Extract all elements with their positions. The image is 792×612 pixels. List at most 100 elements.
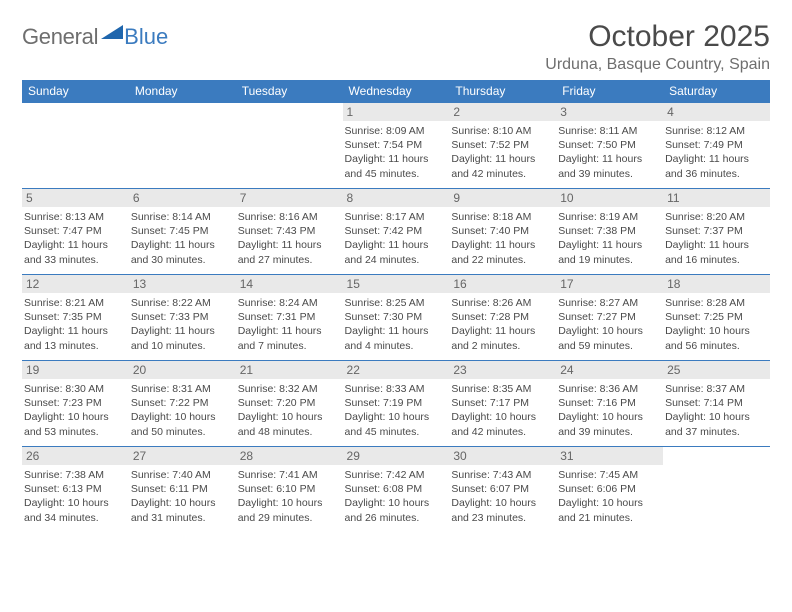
calendar-cell: 15Sunrise: 8:25 AMSunset: 7:30 PMDayligh… [343,275,450,361]
calendar-cell: 19 Sunrise: 8:30 AMSunset: 7:23 PMDayligh… [22,361,129,447]
day-number: 18 [663,275,770,293]
weekday-header: Wednesday [343,80,450,103]
calendar-week: 5Sunrise: 8:13 AMSunset: 7:47 PMDaylight… [22,189,770,275]
day-info: Sunrise: 8:32 AMSunset: 7:20 PMDaylight:… [238,382,339,439]
day-number: 24 [556,361,663,379]
calendar-cell: 7Sunrise: 8:16 AMSunset: 7:43 PMDaylight… [236,189,343,275]
day-info: Sunrise: 8:17 AMSunset: 7:42 PMDaylight:… [345,210,446,267]
day-info: Sunrise: 8:24 AMSunset: 7:31 PMDaylight:… [238,296,339,353]
calendar-cell: 4Sunrise: 8:12 AMSunset: 7:49 PMDaylight… [663,103,770,189]
month-title: October 2025 [545,20,770,54]
brand-part2: Blue [124,24,168,50]
day-number: 15 [343,275,450,293]
day-number: 22 [343,361,450,379]
calendar-cell: 31 Sunrise: 7:45 AMSunset: 6:06 PMDayligh… [556,447,663,533]
day-number: 29 [343,447,450,465]
calendar-week: 1 Sunrise: 8:09 AMSunset: 7:54 PMDaylight… [22,103,770,189]
calendar-table: SundayMondayTuesdayWednesdayThursdayFrid… [22,80,770,533]
brand-triangle-icon [101,25,123,39]
day-number: 25 [663,361,770,379]
calendar-cell: 3 Sunrise: 8:11 AMSunset: 7:50 PMDaylight… [556,103,663,189]
day-info: Sunrise: 8:13 AMSunset: 7:47 PMDaylight:… [24,210,125,267]
day-info: Sunrise: 8:30 AMSunset: 7:23 PMDaylight:… [24,382,125,439]
day-number: 6 [129,189,236,207]
day-info: Sunrise: 8:37 AMSunset: 7:14 PMDaylight:… [665,382,766,439]
calendar-cell: 24 Sunrise: 8:36 AMSunset: 7:16 PMDayligh… [556,361,663,447]
day-info: Sunrise: 8:19 AMSunset: 7:38 PMDaylight:… [558,210,659,267]
calendar-cell [129,103,236,189]
brand-logo: General Blue [22,24,168,50]
day-info: Sunrise: 8:27 AMSunset: 7:27 PMDaylight:… [558,296,659,353]
day-info: Sunrise: 7:38 AMSunset: 6:13 PMDaylight:… [24,468,125,525]
day-info: Sunrise: 8:10 AMSunset: 7:52 PMDaylight:… [451,124,552,181]
day-number: 31 [556,447,663,465]
calendar-cell: 22 Sunrise: 8:33 AMSunset: 7:19 PMDayligh… [343,361,450,447]
calendar-cell: 30 Sunrise: 7:43 AMSunset: 6:07 PMDayligh… [449,447,556,533]
weekday-header: Tuesday [236,80,343,103]
day-number: 19 [22,361,129,379]
calendar-cell: 10 Sunrise: 8:19 AMSunset: 7:38 PMDayligh… [556,189,663,275]
day-info: Sunrise: 8:22 AMSunset: 7:33 PMDaylight:… [131,296,232,353]
day-info: Sunrise: 7:43 AMSunset: 6:07 PMDaylight:… [451,468,552,525]
day-info: Sunrise: 8:20 AMSunset: 7:37 PMDaylight:… [665,210,766,267]
calendar-cell: 21 Sunrise: 8:32 AMSunset: 7:20 PMDayligh… [236,361,343,447]
calendar-cell [663,447,770,533]
day-number: 21 [236,361,343,379]
day-number: 16 [449,275,556,293]
weekday-header: Saturday [663,80,770,103]
day-number: 23 [449,361,556,379]
calendar-week: 26 Sunrise: 7:38 AMSunset: 6:13 PMDayligh… [22,447,770,533]
calendar-cell: 28Sunrise: 7:41 AMSunset: 6:10 PMDayligh… [236,447,343,533]
calendar-week: 19 Sunrise: 8:30 AMSunset: 7:23 PMDayligh… [22,361,770,447]
day-number: 14 [236,275,343,293]
calendar-cell: 26 Sunrise: 7:38 AMSunset: 6:13 PMDayligh… [22,447,129,533]
calendar-cell: 23Sunrise: 8:35 AMSunset: 7:17 PMDayligh… [449,361,556,447]
calendar-page: General Blue October 2025 Urduna, Basque… [0,0,792,551]
calendar-cell: 11 Sunrise: 8:20 AMSunset: 7:37 PMDayligh… [663,189,770,275]
day-info: Sunrise: 8:11 AMSunset: 7:50 PMDaylight:… [558,124,659,181]
brand-part1: General [22,24,98,50]
calendar-cell: 18 Sunrise: 8:28 AMSunset: 7:25 PMDayligh… [663,275,770,361]
location-text: Urduna, Basque Country, Spain [545,56,770,74]
day-number: 11 [663,189,770,207]
day-info: Sunrise: 8:14 AMSunset: 7:45 PMDaylight:… [131,210,232,267]
weekday-header: Monday [129,80,236,103]
calendar-cell: 2 Sunrise: 8:10 AMSunset: 7:52 PMDaylight… [449,103,556,189]
day-number: 27 [129,447,236,465]
day-number: 12 [22,275,129,293]
calendar-cell: 29Sunrise: 7:42 AMSunset: 6:08 PMDayligh… [343,447,450,533]
header: General Blue October 2025 Urduna, Basque… [22,18,770,80]
day-info: Sunrise: 8:33 AMSunset: 7:19 PMDaylight:… [345,382,446,439]
day-info: Sunrise: 8:09 AMSunset: 7:54 PMDaylight:… [345,124,446,181]
weekday-header-row: SundayMondayTuesdayWednesdayThursdayFrid… [22,80,770,103]
day-info: Sunrise: 8:36 AMSunset: 7:16 PMDaylight:… [558,382,659,439]
calendar-cell: 25 Sunrise: 8:37 AMSunset: 7:14 PMDayligh… [663,361,770,447]
calendar-cell: 27Sunrise: 7:40 AMSunset: 6:11 PMDayligh… [129,447,236,533]
day-number: 1 [343,103,450,121]
calendar-cell [22,103,129,189]
day-info: Sunrise: 7:41 AMSunset: 6:10 PMDaylight:… [238,468,339,525]
day-info: Sunrise: 7:45 AMSunset: 6:06 PMDaylight:… [558,468,659,525]
day-number: 3 [556,103,663,121]
calendar-cell: 6 Sunrise: 8:14 AMSunset: 7:45 PMDaylight… [129,189,236,275]
weekday-header: Sunday [22,80,129,103]
day-number: 9 [449,189,556,207]
day-number: 13 [129,275,236,293]
title-block: October 2025 Urduna, Basque Country, Spa… [545,18,770,80]
calendar-cell: 20Sunrise: 8:31 AMSunset: 7:22 PMDayligh… [129,361,236,447]
day-number: 30 [449,447,556,465]
day-number: 2 [449,103,556,121]
weekday-header: Friday [556,80,663,103]
day-number: 26 [22,447,129,465]
day-info: Sunrise: 8:28 AMSunset: 7:25 PMDaylight:… [665,296,766,353]
weekday-header: Thursday [449,80,556,103]
day-info: Sunrise: 8:18 AMSunset: 7:40 PMDaylight:… [451,210,552,267]
calendar-cell: 13 Sunrise: 8:22 AMSunset: 7:33 PMDayligh… [129,275,236,361]
day-info: Sunrise: 8:26 AMSunset: 7:28 PMDaylight:… [451,296,552,353]
calendar-cell [236,103,343,189]
day-number: 4 [663,103,770,121]
day-number: 10 [556,189,663,207]
day-number: 7 [236,189,343,207]
calendar-cell: 14 Sunrise: 8:24 AMSunset: 7:31 PMDayligh… [236,275,343,361]
calendar-week: 12Sunrise: 8:21 AMSunset: 7:35 PMDayligh… [22,275,770,361]
